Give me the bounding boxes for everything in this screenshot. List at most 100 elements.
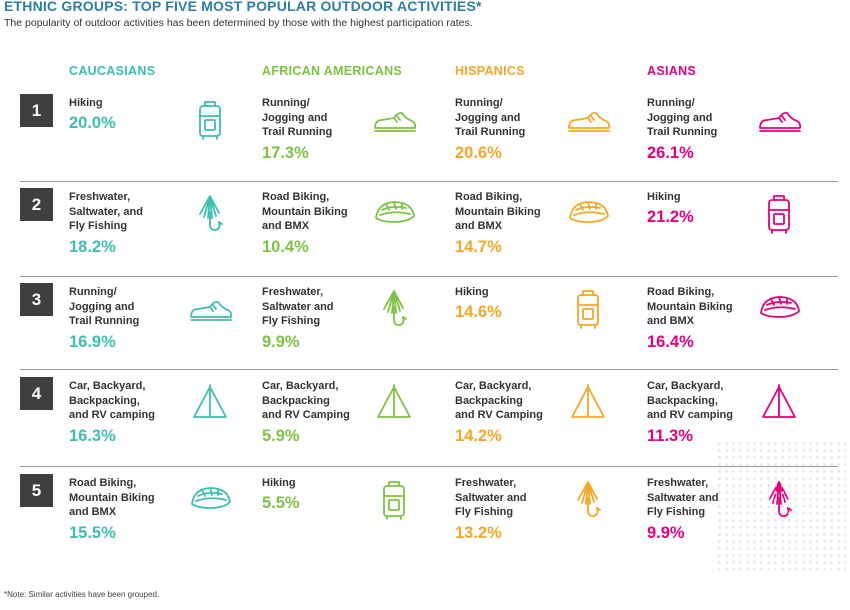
activity-label-line: Freshwater,	[647, 477, 709, 489]
activity-label: Freshwater, Saltwater and Fly Fishing	[647, 476, 719, 520]
participation-percent: 5.5%	[262, 494, 300, 512]
activity-label-line: Road Biking,	[262, 191, 330, 203]
column-header: AFRICAN AMERICANS	[262, 64, 403, 78]
backpack-icon	[577, 290, 599, 329]
participation-percent: 11.3%	[647, 427, 693, 445]
participation-percent: 10.4%	[262, 238, 309, 256]
rank-box-5: 5	[20, 474, 53, 507]
activity-label-line: Backpacking,	[69, 394, 140, 407]
participation-percent: 16.3%	[69, 427, 116, 445]
participation-percent: 14.2%	[455, 427, 502, 445]
running-shoe-icon	[759, 111, 802, 132]
participation-percent: 9.9%	[647, 524, 685, 542]
activity-label-line: Road Biking,	[455, 191, 523, 203]
activity-label-line: Trail Running	[262, 126, 333, 138]
participation-percent: 20.0%	[69, 114, 116, 132]
activity-label-line: Running/	[455, 97, 503, 109]
activity-label: Road Biking, Mountain Biking and BMX	[455, 190, 541, 234]
activity-label-line: and RV camping	[647, 409, 733, 421]
participation-percent: 21.2%	[647, 208, 694, 226]
activity-label-line: Saltwater, and	[69, 205, 143, 218]
activity-label-line: Car, Backyard,	[262, 380, 339, 392]
activity-label: Car, Backyard, Backpacking, and RV camping	[69, 379, 155, 423]
activity-label-line: Freshwater,	[262, 286, 324, 298]
running-shoe-icon	[568, 111, 611, 132]
activity-label: Hiking	[455, 285, 489, 300]
rank-box-2: 2	[20, 188, 53, 221]
row-divider	[20, 369, 838, 370]
column-header: CAUCASIANS	[69, 64, 156, 78]
activity-label: Freshwater, Saltwater and Fly Fishing	[455, 476, 527, 520]
column-header: HISPANICS	[455, 64, 525, 78]
activity-label: Running/Jogging and Trail Running	[262, 96, 332, 140]
activity-label-line: Backpacking,	[647, 394, 718, 407]
bike-helmet-icon	[569, 201, 609, 223]
activity-label-line: Fly Fishing	[262, 315, 321, 327]
tent-icon	[571, 384, 605, 418]
activity-label-line: and RV camping	[69, 409, 155, 421]
activity-label-line: Hiking	[455, 286, 489, 298]
activity-label-line: Backpacking	[455, 394, 523, 407]
activity-label-line: Mountain Biking	[455, 205, 541, 218]
activity-label-line: Running/	[647, 97, 695, 109]
rank-box-4: 4	[20, 377, 53, 410]
participation-percent: 9.9%	[262, 333, 300, 351]
activity-label-line: and BMX	[455, 220, 503, 232]
activity-label-line: Freshwater,	[455, 477, 517, 489]
activity-label-line: Fly Fishing	[69, 220, 128, 232]
activity-label-line: and BMX	[69, 506, 117, 518]
activity-label-line: Saltwater and	[262, 300, 334, 313]
activity-label: Running/Jogging and Trail Running	[69, 285, 139, 329]
activity-label: Car, Backyard, Backpacking, and RV camping	[647, 379, 733, 423]
footnote: *Note: Similar activities have been grou…	[4, 590, 160, 599]
activity-label-line: Mountain Biking	[262, 205, 348, 218]
activity-label-line: Road Biking,	[69, 477, 137, 489]
backpack-icon	[199, 101, 221, 140]
fishing-lure-icon	[199, 195, 223, 232]
fishing-lure-icon	[383, 290, 407, 327]
activity-label-line: Jogging and	[647, 111, 713, 124]
activity-label-line: Saltwater and	[647, 491, 719, 504]
activity-label-line: Jogging and	[455, 111, 521, 124]
page-subtitle: The popularity of outdoor activities has…	[4, 17, 473, 29]
activity-label-line: Trail Running	[647, 126, 718, 138]
participation-percent: 26.1%	[647, 144, 694, 162]
rank-box-1: 1	[20, 94, 53, 127]
rank-box-3: 3	[20, 283, 53, 316]
activity-label: Running/Jogging and Trail Running	[647, 96, 717, 140]
participation-percent: 17.3%	[262, 144, 309, 162]
activity-label-line: Hiking	[647, 191, 681, 203]
backpack-icon	[768, 195, 790, 234]
running-shoe-icon	[374, 111, 417, 132]
activity-label-line: Hiking	[69, 97, 103, 109]
activity-label-line: Mountain Biking	[69, 491, 155, 504]
activity-label: Freshwater, Saltwater, and Fly Fishing	[69, 190, 143, 234]
participation-percent: 14.6%	[455, 303, 502, 321]
activity-label-line: Running/	[262, 97, 310, 109]
activity-label: Road Biking, Mountain Biking and BMX	[647, 285, 733, 329]
activity-label-line: Road Biking,	[647, 286, 715, 298]
decorative-dot-pattern	[716, 440, 846, 570]
activity-label: Hiking	[647, 190, 681, 205]
participation-percent: 15.5%	[69, 524, 116, 542]
bike-helmet-icon	[191, 487, 231, 509]
participation-percent: 16.9%	[69, 333, 116, 351]
activity-label-line: Mountain Biking	[647, 300, 733, 313]
activity-label-line: Car, Backyard,	[69, 380, 146, 392]
row-divider	[20, 276, 838, 277]
activity-label: Hiking	[262, 476, 296, 491]
participation-percent: 5.9%	[262, 427, 300, 445]
activity-label-line: Car, Backyard,	[647, 380, 724, 392]
column-header: ASIANS	[647, 64, 697, 78]
activity-label: Running/Jogging and Trail Running	[455, 96, 525, 140]
activity-label: Road Biking, Mountain Biking and BMX	[69, 476, 155, 520]
tent-icon	[762, 384, 796, 418]
participation-percent: 13.2%	[455, 524, 502, 542]
running-shoe-icon	[190, 300, 233, 321]
activity-label-line: Backpacking	[262, 394, 330, 407]
bike-helmet-icon	[760, 296, 800, 318]
activity-label-line: Hiking	[262, 477, 296, 489]
activity-label-line: Jogging and	[69, 300, 135, 313]
activity-label: Road Biking, Mountain Biking and BMX	[262, 190, 348, 234]
activity-label-line: and RV Camping	[262, 409, 350, 421]
